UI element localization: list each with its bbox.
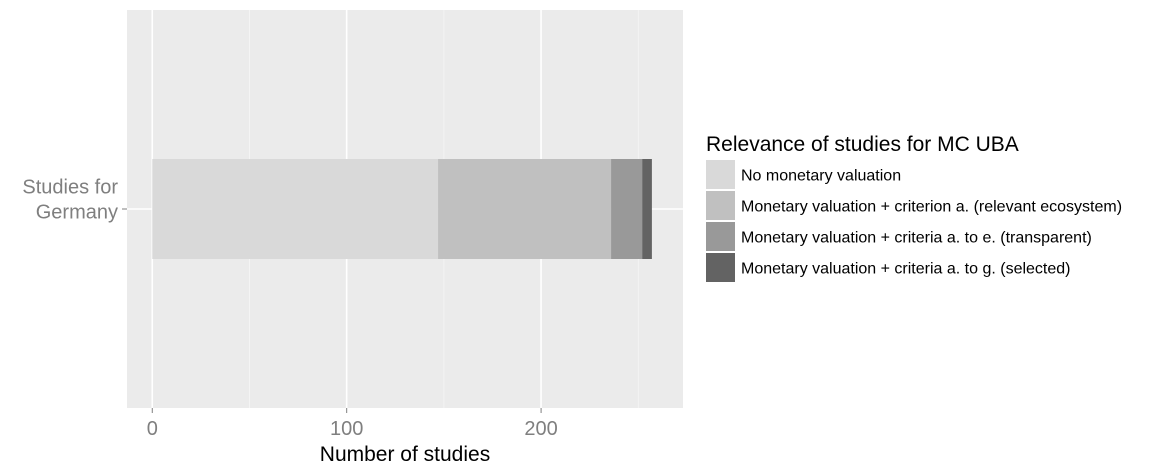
legend-label-1: No monetary valuation <box>741 168 901 185</box>
legend-key-3 <box>706 222 735 251</box>
legend-label-3: Monetary valuation + criteria a. to e. (… <box>741 230 1092 247</box>
bar-segment-3 <box>611 159 643 259</box>
legend-key-4 <box>706 253 735 282</box>
legend-key-2 <box>706 191 735 220</box>
x-axis: 0 100 200 <box>147 408 558 440</box>
legend-label-4: Monetary valuation + criteria a. to g. (… <box>741 261 1071 278</box>
legend-key-1 <box>706 160 735 189</box>
legend: Relevance of studies for MC UBA No monet… <box>706 133 1122 282</box>
bar-segment-1 <box>152 159 439 259</box>
y-tick-label: Studies for Germany <box>22 177 118 224</box>
x-tick-label: 100 <box>330 418 363 440</box>
y-axis: Studies for Germany <box>22 177 127 224</box>
x-tick-label: 200 <box>524 418 557 440</box>
legend-label-2: Monetary valuation + criterion a. (relev… <box>741 199 1122 216</box>
x-axis-title: Number of studies <box>320 443 490 465</box>
bars <box>152 159 652 259</box>
legend-items: No monetary valuation Monetary valuation … <box>706 160 1122 282</box>
bar-segment-4 <box>642 159 652 259</box>
legend-title: Relevance of studies for MC UBA <box>706 133 1019 156</box>
bar-segment-2 <box>438 159 612 259</box>
x-tick-label: 0 <box>147 418 158 440</box>
